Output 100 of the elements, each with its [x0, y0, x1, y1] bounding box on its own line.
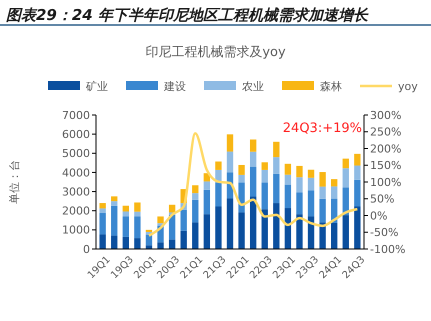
bar [215, 182, 222, 207]
bar [331, 179, 338, 186]
y-axis-title: 单位：台 [8, 160, 21, 204]
y-tick-label: 6000 [62, 128, 90, 141]
bar [354, 206, 361, 249]
bar [157, 216, 164, 224]
bar [226, 134, 234, 152]
y2-tick-label: 150% [370, 159, 402, 172]
bar [134, 238, 141, 249]
legend-label: yoy [398, 80, 418, 93]
bar [111, 196, 118, 202]
bar [111, 236, 118, 249]
y-tick-label: 1000 [62, 224, 90, 237]
bar [319, 186, 326, 199]
y2-tick-label: 250% [370, 126, 402, 139]
bar [273, 157, 280, 174]
bar [180, 210, 187, 231]
bar [204, 190, 210, 214]
bar [99, 234, 106, 249]
bar [262, 162, 268, 170]
bar [250, 140, 256, 152]
bar [296, 177, 303, 193]
bar [331, 222, 338, 249]
bar [354, 180, 361, 207]
bar [215, 206, 222, 249]
bar [296, 166, 303, 178]
bar [122, 206, 129, 212]
bar [262, 170, 268, 183]
bar [168, 214, 176, 240]
bar [238, 174, 245, 183]
bar [342, 158, 349, 168]
bar [284, 174, 292, 185]
bar [111, 201, 118, 206]
chart-title: 图表29：24 年下半年印尼地区工程机械需求加速增长 [6, 6, 369, 24]
bar [192, 193, 198, 200]
bar [226, 198, 234, 249]
bar [122, 216, 129, 237]
bar [284, 184, 292, 208]
bar [192, 185, 198, 194]
bar [146, 234, 152, 246]
bar [319, 172, 326, 187]
y2-tick-label: -100% [370, 242, 406, 256]
bar [273, 203, 280, 249]
bar [308, 178, 314, 190]
bar [250, 152, 256, 167]
bar [122, 236, 129, 249]
bar [296, 192, 303, 214]
bar [273, 142, 280, 158]
bar [192, 222, 198, 249]
bar [204, 214, 210, 249]
y2-tick-label: 200% [370, 142, 402, 156]
chart-subtitle: 印尼工程机械需求及yoy [145, 45, 286, 60]
y2-tick-label: -50% [370, 226, 398, 240]
bar [180, 230, 187, 249]
y-tick-label: 0 [83, 242, 90, 256]
bar [238, 164, 245, 175]
bar [250, 166, 256, 197]
legend-label: 森林 [320, 80, 342, 93]
y2-tick-label: 100% [370, 176, 402, 189]
legend-label: 农业 [242, 80, 264, 93]
bar [319, 222, 326, 249]
bar [204, 181, 210, 190]
bar [354, 154, 361, 166]
bar [284, 164, 292, 175]
bar [238, 212, 245, 249]
bar [99, 203, 106, 208]
legend-label: 矿业 [85, 80, 108, 93]
bar [122, 211, 129, 216]
bar [99, 213, 106, 234]
y-tick-label: 3000 [62, 185, 90, 198]
bar [319, 198, 326, 222]
y-tick-label: 4000 [62, 166, 90, 180]
bar [99, 208, 106, 214]
bar [168, 240, 176, 249]
bar [262, 182, 268, 210]
y-tick-label: 7000 [62, 108, 90, 122]
bar [134, 216, 141, 238]
y2-tick-label: 50% [370, 192, 394, 206]
line-series [148, 132, 359, 237]
legend-label: 建设 [163, 80, 186, 93]
bar [111, 206, 118, 236]
bar [134, 212, 141, 216]
bar [215, 162, 222, 170]
bar [331, 186, 338, 199]
bar [273, 174, 280, 204]
bar [342, 215, 349, 249]
bar [250, 196, 256, 249]
bar [262, 209, 268, 249]
bar [192, 200, 198, 222]
bar [354, 166, 361, 180]
y2-tick-label: 300% [370, 108, 402, 122]
bar [342, 188, 349, 216]
bar [134, 202, 141, 212]
y2-tick-label: 0% [370, 209, 388, 222]
bar [168, 204, 176, 212]
bar [308, 190, 314, 216]
bar [226, 152, 234, 172]
y-tick-label: 5000 [62, 147, 90, 160]
annotation: 24Q3:+19% [282, 121, 362, 136]
y-tick-label: 2000 [62, 204, 90, 218]
